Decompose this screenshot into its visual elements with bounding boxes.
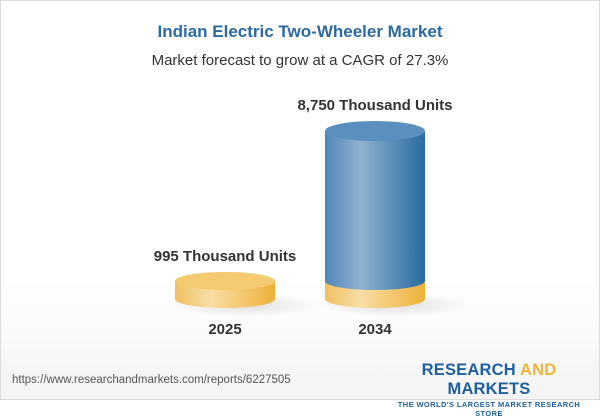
cylinder-top-2034 bbox=[325, 121, 425, 141]
data-label-2025: 995 Thousand Units bbox=[154, 248, 297, 265]
category-label-2025: 2025 bbox=[208, 321, 241, 338]
chart-subtitle: Market forecast to grow at a CAGR of 27.… bbox=[151, 52, 449, 69]
chart-frame bbox=[0, 0, 600, 400]
research-and-markets-logo: RESEARCH AND MARKETS THE WORLD'S LARGEST… bbox=[397, 361, 581, 418]
data-label-2034: 8,750 Thousand Units bbox=[297, 97, 452, 114]
cylinder-2025 bbox=[170, 272, 320, 317]
growth-segment-2034 bbox=[325, 131, 425, 290]
chart-title: Indian Electric Two-Wheeler Market bbox=[157, 22, 443, 41]
cylinder-chart: 995 Thousand Units 8,750 Thousand Units … bbox=[154, 97, 470, 338]
cylinder-2034 bbox=[320, 121, 470, 317]
source-url[interactable]: https://www.researchandmarkets.com/repor… bbox=[12, 374, 291, 386]
category-label-2034: 2034 bbox=[358, 321, 392, 338]
cylinder-top-2025 bbox=[175, 272, 275, 290]
